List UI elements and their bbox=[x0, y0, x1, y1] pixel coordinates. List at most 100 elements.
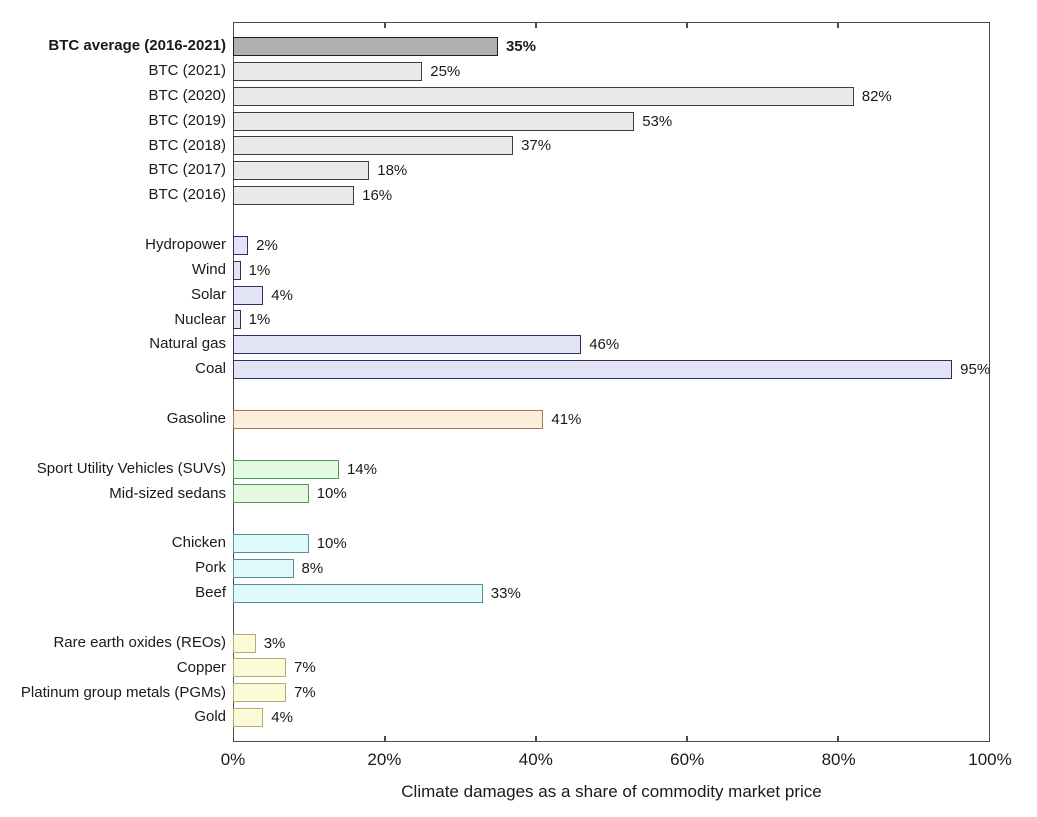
bar-value-label: 1% bbox=[248, 261, 271, 279]
bar bbox=[233, 360, 953, 380]
bar-row: BTC (2017) 18% bbox=[0, 158, 990, 183]
bar-track: 8% bbox=[233, 556, 990, 581]
bar-label: Sport Utility Vehicles (SUVs) bbox=[36, 459, 226, 477]
bar-track: 18% bbox=[233, 158, 990, 183]
x-tick-label: 100% bbox=[968, 750, 1012, 769]
plot-area bbox=[233, 22, 990, 742]
bar-label: Copper bbox=[176, 658, 226, 676]
bar-label: BTC (2020) bbox=[148, 86, 226, 104]
bar-value-label: 37% bbox=[521, 137, 552, 155]
bar-row: Wind 1% bbox=[0, 258, 990, 283]
bar bbox=[233, 186, 355, 206]
bar bbox=[233, 583, 483, 603]
bar bbox=[233, 310, 241, 330]
bar-label: Natural gas bbox=[149, 335, 226, 353]
bar-track: 4% bbox=[233, 283, 990, 308]
bar-track: 37% bbox=[233, 133, 990, 158]
bar-row: BTC (2020) 82% bbox=[0, 84, 990, 109]
x-tick-label: 0% bbox=[220, 750, 246, 769]
bar bbox=[233, 260, 241, 280]
tick-mark bbox=[686, 736, 688, 741]
bar-label: Wind bbox=[191, 260, 226, 278]
bar-row: Gasoline 41% bbox=[0, 407, 990, 432]
bar bbox=[233, 484, 309, 504]
bar bbox=[233, 409, 544, 429]
bar bbox=[233, 235, 249, 255]
bar-value-label: 18% bbox=[377, 162, 408, 180]
bar-rows: BTC average (2016-2021) 35% BTC (2021) 25% B… bbox=[0, 22, 990, 742]
bar bbox=[233, 459, 339, 479]
bar-label: Nuclear bbox=[174, 310, 226, 328]
x-axis-title: Climate damages as a share of commodity … bbox=[401, 782, 822, 801]
bar-value-label: 7% bbox=[293, 684, 316, 702]
bar-value-label: 14% bbox=[346, 460, 377, 478]
bar-track: 10% bbox=[233, 481, 990, 506]
bar-row: Hydropower 2% bbox=[0, 233, 990, 258]
x-tick-label: 60% bbox=[670, 750, 705, 769]
tick-mark bbox=[837, 23, 839, 28]
bar bbox=[233, 86, 854, 106]
bar-track: 7% bbox=[233, 655, 990, 680]
bar-value-label: 7% bbox=[293, 659, 316, 677]
bar-row: Pork 8% bbox=[0, 556, 990, 581]
bar-row: Rare earth oxides (REOs) 3% bbox=[0, 631, 990, 656]
bar-value-label: 3% bbox=[263, 634, 286, 652]
tick-mark bbox=[384, 23, 386, 28]
bar-label: Platinum group metals (PGMs) bbox=[20, 683, 226, 701]
bar-track: 25% bbox=[233, 59, 990, 84]
bar bbox=[233, 285, 264, 305]
bar-track: 7% bbox=[233, 680, 990, 705]
bar-row: Copper 7% bbox=[0, 655, 990, 680]
bar-track: 95% bbox=[233, 357, 990, 382]
bar-value-label: 95% bbox=[960, 361, 991, 379]
bar-label: Gold bbox=[194, 708, 226, 726]
bar-track: 53% bbox=[233, 109, 990, 134]
bar-row: Coal 95% bbox=[0, 357, 990, 382]
group-gap bbox=[0, 606, 990, 631]
bar-label: BTC (2019) bbox=[148, 111, 226, 129]
tick-mark bbox=[535, 736, 537, 741]
group-gap bbox=[0, 382, 990, 407]
bar-row: Platinum group metals (PGMs) 7% bbox=[0, 680, 990, 705]
bar-value-label: 16% bbox=[362, 187, 393, 205]
bar-value-label: 8% bbox=[301, 559, 324, 577]
bar-row: Natural gas 46% bbox=[0, 332, 990, 357]
bar-track: 35% bbox=[233, 34, 990, 59]
bar bbox=[233, 61, 423, 81]
bar-label: Rare earth oxides (REOs) bbox=[53, 633, 226, 651]
bar-track: 2% bbox=[233, 233, 990, 258]
bar-track: 3% bbox=[233, 631, 990, 656]
bar-label: Mid-sized sedans bbox=[109, 484, 226, 502]
bar-value-label: 4% bbox=[271, 709, 293, 727]
group-gap bbox=[0, 506, 990, 531]
bar-label: Pork bbox=[195, 559, 226, 577]
tick-mark bbox=[686, 23, 688, 28]
tick-mark bbox=[384, 736, 386, 741]
bar bbox=[233, 708, 264, 728]
bar-track: 82% bbox=[233, 84, 990, 109]
bar-row: BTC (2021) 25% bbox=[0, 59, 990, 84]
group-gap bbox=[0, 208, 990, 233]
bar-row: Sport Utility Vehicles (SUVs) 14% bbox=[0, 457, 990, 482]
bar-label: Hydropower bbox=[145, 236, 226, 254]
bar-value-label: 10% bbox=[316, 535, 347, 553]
bar-track: 1% bbox=[233, 258, 990, 283]
bar-track: 10% bbox=[233, 531, 990, 556]
bar bbox=[233, 36, 498, 56]
bar bbox=[233, 534, 309, 554]
bar bbox=[233, 335, 582, 355]
bar-row: BTC average (2016-2021) 35% bbox=[0, 34, 990, 59]
bar-row: Chicken 10% bbox=[0, 531, 990, 556]
bar-value-label: 25% bbox=[430, 62, 461, 80]
x-tick-label: 20% bbox=[367, 750, 402, 769]
bar-label: BTC (2017) bbox=[148, 161, 226, 179]
bar-value-label: 2% bbox=[256, 236, 278, 254]
bar-value-label: 82% bbox=[861, 87, 892, 105]
bar-row: BTC (2019) 53% bbox=[0, 109, 990, 134]
bar-value-label: 35% bbox=[505, 37, 536, 55]
bar bbox=[233, 161, 370, 181]
bar-value-label: 41% bbox=[551, 410, 582, 428]
bar-track: 16% bbox=[233, 183, 990, 208]
tick-mark bbox=[535, 23, 537, 28]
